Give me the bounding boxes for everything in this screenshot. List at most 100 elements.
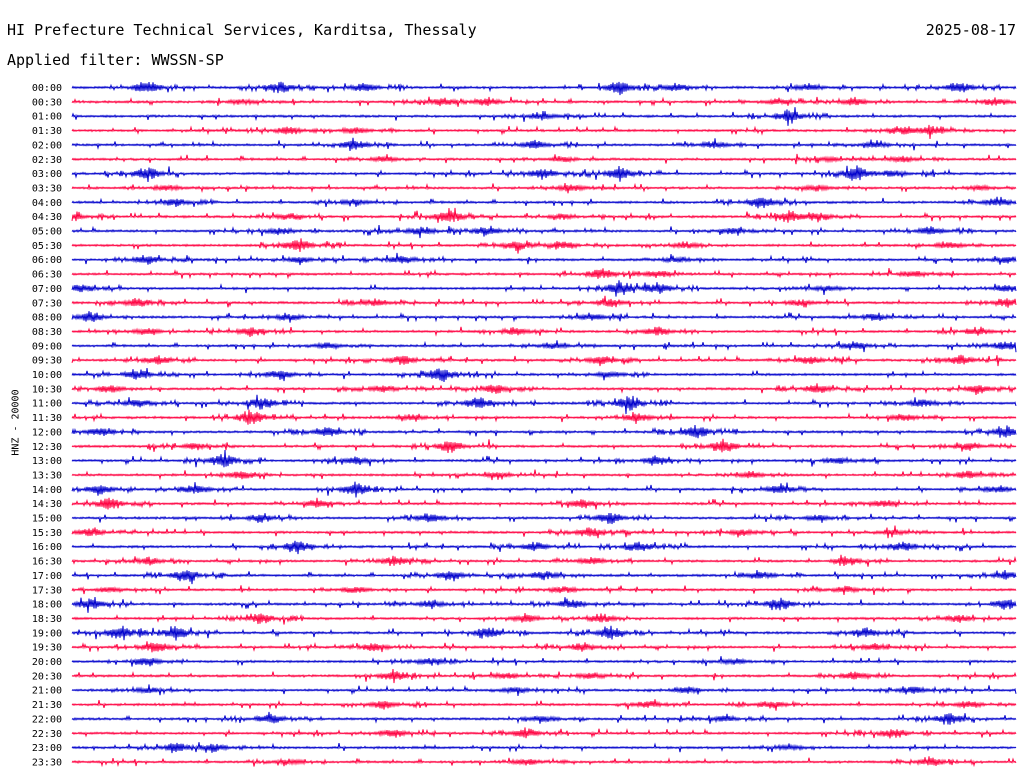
trace-line	[71, 326, 1017, 337]
trace-line	[71, 207, 1017, 223]
trace-line	[71, 280, 1017, 297]
time-label: 11:30	[32, 413, 62, 424]
trace-line	[71, 311, 1017, 323]
time-label: 17:30	[32, 585, 62, 596]
trace-line	[71, 165, 1017, 183]
trace-line	[71, 81, 1017, 96]
time-label: 02:30	[32, 155, 62, 166]
trace-line	[71, 481, 1017, 498]
trace-line	[71, 656, 1017, 667]
time-label: 01:00	[32, 112, 62, 123]
time-label: 16:00	[32, 542, 62, 553]
trace-line	[71, 497, 1017, 510]
time-label: 18:30	[32, 614, 62, 625]
filter-label: Applied filter: WWSSN-SP	[7, 51, 224, 69]
time-label: 06:30	[32, 270, 62, 281]
trace-line	[71, 540, 1017, 555]
trace-line	[71, 613, 1017, 625]
trace-line	[71, 425, 1017, 439]
time-label: 07:30	[32, 298, 62, 309]
time-label: 18:00	[32, 600, 62, 611]
time-label: 09:30	[32, 356, 62, 367]
time-label: 21:00	[32, 686, 62, 697]
time-label: 23:30	[32, 757, 62, 768]
time-label: 13:30	[32, 470, 62, 481]
trace-line	[71, 684, 1017, 697]
trace-line	[71, 252, 1017, 266]
time-label: 12:30	[32, 442, 62, 453]
trace-line	[71, 742, 1017, 754]
trace-line	[71, 124, 1017, 140]
time-label: 03:30	[32, 183, 62, 194]
record-date: 2025-08-17	[925, 21, 1016, 39]
time-label: 02:00	[32, 140, 62, 151]
time-label: 11:00	[32, 399, 62, 410]
time-label: 05:30	[32, 241, 62, 252]
time-label: 04:30	[32, 212, 62, 223]
time-label: 20:30	[32, 671, 62, 682]
trace-line	[71, 238, 1017, 254]
trace-line	[71, 367, 1017, 383]
time-label: 15:30	[32, 528, 62, 539]
trace-line	[71, 107, 1017, 126]
trace-line	[71, 295, 1017, 308]
trace-line	[71, 394, 1017, 415]
trace-line	[71, 711, 1017, 725]
time-label: 06:00	[32, 255, 62, 266]
trace-line	[71, 449, 1017, 468]
trace-line	[71, 354, 1017, 367]
trace-line	[71, 409, 1017, 425]
trace-line	[71, 137, 1017, 151]
trace-line	[71, 512, 1017, 525]
time-label: 03:00	[32, 169, 62, 180]
trace-line	[71, 570, 1017, 585]
trace-line	[71, 756, 1017, 768]
time-label: 00:30	[32, 97, 62, 108]
trace-line	[71, 153, 1017, 165]
time-label: 07:00	[32, 284, 62, 295]
time-label: 13:00	[32, 456, 62, 467]
time-label: 23:00	[32, 743, 62, 754]
trace-line	[71, 196, 1017, 209]
time-label: 22:30	[32, 729, 62, 740]
trace-line	[71, 438, 1017, 454]
trace-line	[71, 225, 1017, 239]
time-label: 09:00	[32, 341, 62, 352]
time-label: 05:00	[32, 227, 62, 238]
trace-line	[71, 625, 1017, 641]
trace-line	[71, 699, 1017, 711]
trace-line	[71, 182, 1017, 194]
time-label: 15:00	[32, 514, 62, 525]
station-title: HI Prefecture Technical Services, Kardit…	[7, 21, 477, 39]
trace-line	[71, 383, 1017, 395]
time-label: 14:00	[32, 485, 62, 496]
trace-line	[71, 340, 1017, 353]
time-label: 16:30	[32, 557, 62, 568]
time-label: 14:30	[32, 499, 62, 510]
trace-line	[71, 96, 1017, 107]
trace-line	[71, 268, 1017, 280]
trace-line	[71, 641, 1017, 653]
time-label: 20:00	[32, 657, 62, 668]
time-label: 00:00	[32, 83, 62, 94]
trace-line	[71, 668, 1017, 684]
time-label: 22:00	[32, 714, 62, 725]
trace-line	[71, 585, 1017, 596]
time-label: 10:00	[32, 370, 62, 381]
time-label: 19:00	[32, 628, 62, 639]
time-label: 08:00	[32, 313, 62, 324]
time-label: 10:30	[32, 384, 62, 395]
time-label: 17:00	[32, 571, 62, 582]
time-label: 04:00	[32, 198, 62, 209]
time-label: 12:00	[32, 427, 62, 438]
trace-line	[71, 469, 1017, 481]
trace-line	[71, 727, 1017, 739]
trace-line	[71, 525, 1017, 539]
time-label: 19:30	[32, 643, 62, 654]
time-label: 08:30	[32, 327, 62, 338]
trace-line	[71, 596, 1017, 613]
trace-line	[71, 554, 1017, 567]
time-label: 21:30	[32, 700, 62, 711]
